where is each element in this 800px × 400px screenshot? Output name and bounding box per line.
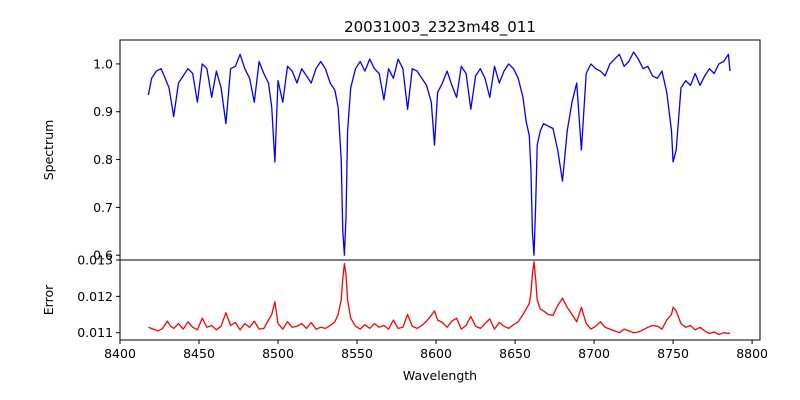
x-tick-label: 8500 (262, 346, 294, 361)
error-panel: 0.011 0.012 0.013 8400 8450 8500 8550 8600 8650… (41, 253, 768, 362)
chart-title: 20031003_2323m48_011 (344, 18, 536, 37)
y-tick-label: 0.012 (77, 289, 113, 304)
x-tick-label: 8750 (657, 346, 689, 361)
y-tick-label: 0.8 (93, 152, 113, 167)
error-series-line (148, 261, 731, 336)
spectrum-y-ticks: 0.6 0.7 0.8 0.9 1.0 (93, 56, 120, 263)
x-tick-label: 8800 (736, 346, 768, 361)
x-tick-label: 8650 (499, 346, 531, 361)
y-tick-label: 0.6 (93, 248, 113, 263)
x-tick-label: 8600 (420, 346, 452, 361)
spectrum-y-label: Spectrum (41, 120, 56, 181)
y-tick-label: 0.013 (77, 253, 113, 268)
x-tick-label: 8450 (183, 346, 215, 361)
x-tick-label: 8700 (578, 346, 610, 361)
y-tick-label: 1.0 (93, 56, 113, 71)
spectrum-series-line (147, 51, 731, 256)
y-tick-label: 0.7 (93, 200, 113, 215)
x-tick-label: 8400 (104, 346, 136, 361)
x-axis-ticks: 8400 8450 8500 8550 8600 8650 8700 8750 8800 (104, 340, 768, 361)
error-y-label: Error (41, 284, 56, 315)
x-axis-label: Wavelength (403, 368, 477, 383)
spectrum-panel: 0.6 0.7 0.8 0.9 1.0 Spectrum (41, 39, 761, 263)
y-tick-label: 0.011 (77, 325, 113, 340)
error-plot-frame (119, 259, 761, 341)
x-tick-label: 8550 (341, 346, 373, 361)
y-tick-label: 0.9 (93, 104, 113, 119)
error-y-ticks: 0.011 0.012 0.013 (77, 253, 120, 340)
